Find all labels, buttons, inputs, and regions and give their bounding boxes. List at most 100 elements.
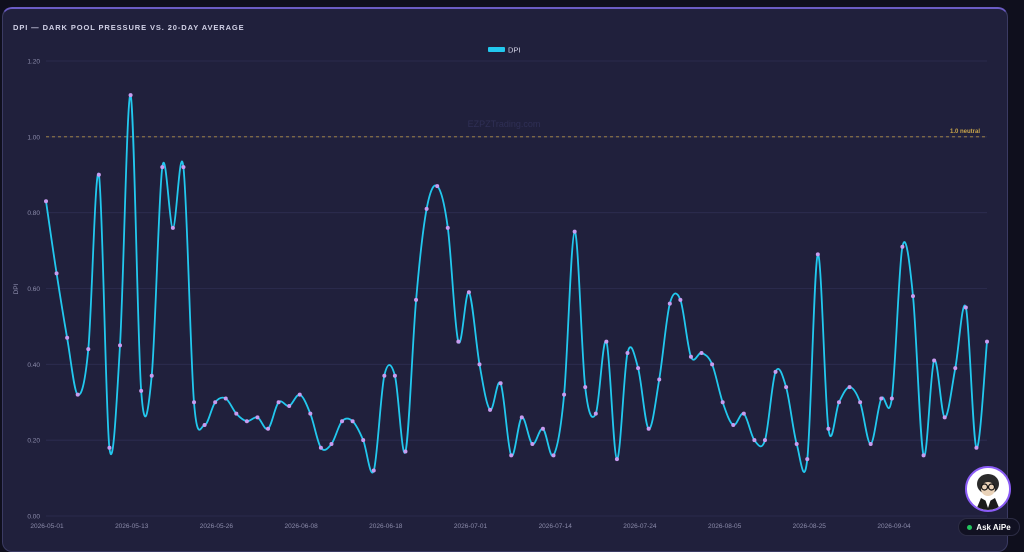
dpi-data-point (44, 199, 48, 204)
dpi-data-point (953, 366, 958, 371)
dpi-data-point (86, 347, 91, 352)
dpi-data-point (805, 457, 810, 462)
chart-panel: DPI — DARK POOL PRESSURE VS. 20-DAY AVER… (2, 7, 1008, 552)
dpi-data-point (974, 445, 979, 450)
x-tick-label: 2026-07-24 (623, 523, 657, 530)
y-axis-label: DPI (13, 283, 20, 294)
dpi-data-point (921, 453, 926, 458)
dpi-data-point (488, 407, 493, 412)
dpi-data-point (910, 294, 915, 299)
dpi-data-point (445, 225, 450, 230)
dpi-data-point (773, 369, 778, 374)
dpi-data-point (244, 419, 249, 424)
dpi-data-point (392, 373, 397, 378)
dpi-data-point (340, 419, 345, 424)
legend-label: DPI (508, 46, 521, 55)
dpi-data-point (361, 438, 366, 443)
dpi-data-point (826, 426, 831, 431)
y-tick-label: 1.00 (27, 134, 40, 141)
reference-line-label: 1.0 neutral (950, 129, 980, 135)
dpi-data-point (625, 350, 630, 355)
dpi-data-point (604, 339, 609, 344)
dpi-data-point (784, 385, 789, 390)
dpi-data-point (879, 396, 884, 401)
x-tick-label: 2026-06-08 (284, 523, 318, 530)
dpi-data-point (699, 350, 704, 355)
dpi-data-point (213, 400, 218, 405)
dpi-data-point (858, 400, 863, 405)
dpi-data-point (540, 426, 545, 431)
dpi-data-point (519, 415, 524, 420)
dpi-data-point (932, 358, 937, 363)
dpi-data-point (667, 301, 672, 306)
dpi-data-point (414, 297, 419, 302)
x-tick-label: 2026-08-05 (708, 523, 742, 530)
dpi-data-point (636, 366, 641, 371)
y-tick-label: 1.20 (27, 59, 40, 66)
dpi-data-point (741, 411, 746, 416)
y-tick-label: 0.80 (27, 210, 40, 217)
dpi-data-point (350, 419, 355, 424)
dpi-data-point (255, 415, 260, 420)
dpi-data-point (509, 453, 514, 458)
dpi-data-point (329, 441, 334, 446)
x-tick-label: 2026-05-26 (200, 523, 234, 530)
dpi-data-point (382, 373, 387, 378)
x-tick-label: 2026-06-18 (369, 523, 403, 530)
dpi-data-point (762, 438, 767, 443)
dpi-data-point (752, 438, 757, 443)
ask-aipe-button[interactable]: Ask AiPe (958, 518, 1020, 536)
dpi-data-point (107, 445, 112, 450)
dpi-data-point (868, 441, 873, 446)
dpi-data-point (160, 165, 165, 170)
dpi-data-point (657, 377, 662, 382)
dpi-data-point (276, 400, 281, 405)
dpi-data-point (678, 297, 683, 302)
dpi-data-point (170, 225, 175, 230)
dpi-data-point (794, 441, 799, 446)
dpi-data-point (65, 335, 70, 340)
dpi-data-point (815, 252, 820, 257)
dpi-data-point (202, 423, 207, 427)
dpi-data-point (720, 400, 725, 405)
x-tick-label: 2026-08-25 (793, 523, 827, 530)
dpi-data-point (234, 411, 239, 416)
dpi-data-point (297, 392, 302, 397)
dpi-data-point (318, 445, 323, 450)
dpi-data-point (192, 400, 197, 405)
monkey-mascot-icon (967, 468, 1009, 510)
dpi-data-point (308, 411, 313, 416)
dpi-data-point (466, 290, 471, 295)
dpi-data-point (181, 165, 186, 170)
y-tick-label: 0.40 (27, 362, 40, 369)
dpi-data-point (456, 339, 461, 344)
x-tick-label: 2026-05-01 (30, 523, 64, 530)
dpi-data-point (562, 392, 567, 397)
y-tick-label: 0.20 (27, 438, 40, 445)
dpi-data-point (287, 404, 292, 409)
dpi-data-point (118, 343, 123, 348)
dpi-data-point (836, 400, 841, 405)
online-status-dot (967, 524, 973, 530)
legend-swatch (488, 47, 505, 52)
dpi-data-point (688, 354, 693, 359)
dpi-data-point (128, 93, 133, 98)
dpi-data-point (963, 305, 968, 310)
x-tick-label: 2026-09-04 (877, 523, 911, 530)
dpi-data-point (551, 453, 556, 458)
dpi-data-point (593, 411, 598, 416)
dpi-data-point (435, 184, 440, 189)
dpi-data-point (424, 206, 429, 211)
dpi-series-line (45, 94, 988, 474)
dpi-data-point (614, 457, 619, 462)
dpi-data-point (710, 362, 715, 367)
dpi-data-point (96, 172, 101, 177)
dpi-data-point (942, 415, 947, 420)
dpi-data-point (266, 426, 271, 431)
dpi-data-point (646, 426, 651, 431)
dpi-data-point (530, 441, 535, 446)
dpi-data-point (498, 381, 503, 386)
dpi-data-point (223, 396, 228, 401)
assistant-avatar[interactable] (965, 466, 1011, 512)
